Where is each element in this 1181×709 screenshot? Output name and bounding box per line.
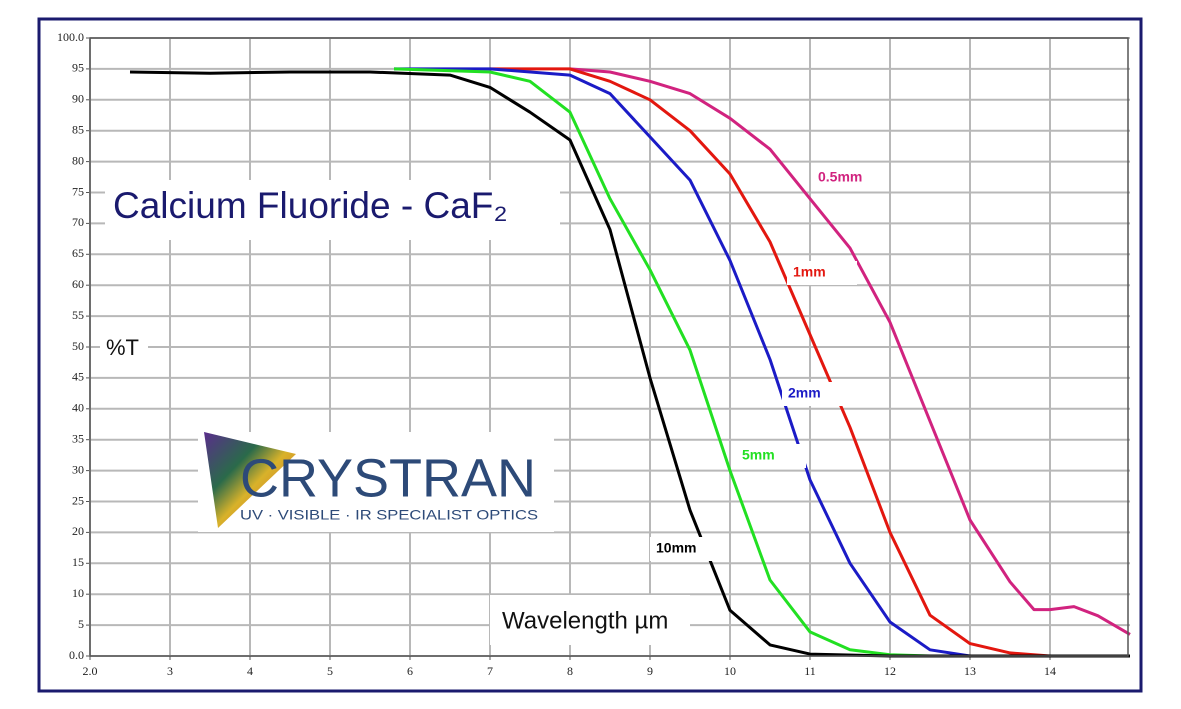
y-tick-label: 40 xyxy=(72,401,84,415)
series-line xyxy=(490,67,1130,658)
y-tick-label: 70 xyxy=(72,215,84,229)
y-tick-label: 100.0 xyxy=(57,30,84,44)
x-tick-label: 11 xyxy=(804,664,816,678)
series-line xyxy=(394,67,971,658)
series-label-bg xyxy=(650,537,720,561)
x-tick-label: 7 xyxy=(487,664,493,678)
series-label: 1mm xyxy=(793,264,826,280)
series-label: 10mm xyxy=(656,540,696,556)
x-axis-label: Wavelength µm xyxy=(502,607,668,634)
series-labels: 0.5mm 1mm 2mm 5mm 10mm xyxy=(650,166,882,561)
x-tick-label: 8 xyxy=(567,664,573,678)
x-tick-label: 14 xyxy=(1044,664,1056,678)
logo-triangle xyxy=(204,432,296,528)
x-tick-label: 2.0 xyxy=(83,664,98,678)
y-tick-label: 75 xyxy=(72,184,84,198)
y-tick-label: 45 xyxy=(72,370,84,384)
y-tick-label: 85 xyxy=(72,122,84,136)
y-tick-label: 65 xyxy=(72,246,84,260)
y-axis-label: %T xyxy=(106,335,139,360)
ylabel-bg xyxy=(100,332,148,366)
y-tick-label: 80 xyxy=(72,153,84,167)
x-tick-label: 6 xyxy=(407,664,413,678)
xlabel-bg xyxy=(490,595,690,645)
x-tick-label: 10 xyxy=(724,664,736,678)
series-line xyxy=(569,67,1131,636)
series-label: 0.5mm xyxy=(818,169,862,185)
y-tick-label: 60 xyxy=(72,277,84,291)
chart-title: Calcium Fluoride - CaF₂ xyxy=(113,185,508,226)
y-tick-label: 0.0 xyxy=(69,648,84,662)
series-line xyxy=(393,67,931,658)
series-label-bg xyxy=(812,166,882,190)
y-tick-label: 15 xyxy=(72,555,84,569)
outer-frame xyxy=(37,17,1143,693)
title-bg xyxy=(105,180,560,240)
series-line xyxy=(129,70,1130,658)
y-tick-label: 10 xyxy=(72,586,84,600)
y-tick-label: 30 xyxy=(72,462,84,476)
x-tick-label: 9 xyxy=(647,664,653,678)
series-label-bg xyxy=(787,261,857,285)
series-label: 2mm xyxy=(788,385,821,401)
grid: 0.05101520253035404550556065707580859095… xyxy=(57,30,1130,678)
lines xyxy=(129,67,1131,658)
y-tick-label: 20 xyxy=(72,524,84,538)
logo-tagline: UV · VISIBLE · IR SPECIALIST OPTICS xyxy=(240,507,538,523)
x-tick-label: 4 xyxy=(247,664,253,678)
series-label-bg xyxy=(782,382,852,406)
x-tick-label: 12 xyxy=(884,664,896,678)
y-tick-label: 50 xyxy=(72,339,84,353)
y-tick-label: 90 xyxy=(72,92,84,106)
y-tick-label: 25 xyxy=(72,493,84,507)
y-tick-label: 95 xyxy=(72,61,84,75)
x-tick-label: 5 xyxy=(327,664,333,678)
y-tick-label: 55 xyxy=(72,308,84,322)
plot-frame xyxy=(89,37,1129,657)
series-label-bg xyxy=(736,444,806,468)
y-tick-label: 35 xyxy=(72,431,84,445)
x-tick-label: 13 xyxy=(964,664,976,678)
y-tick-label: 5 xyxy=(78,617,84,631)
x-tick-label: 3 xyxy=(167,664,173,678)
series-label: 5mm xyxy=(742,447,775,463)
logo-name: CRYSTRAN xyxy=(240,448,536,508)
